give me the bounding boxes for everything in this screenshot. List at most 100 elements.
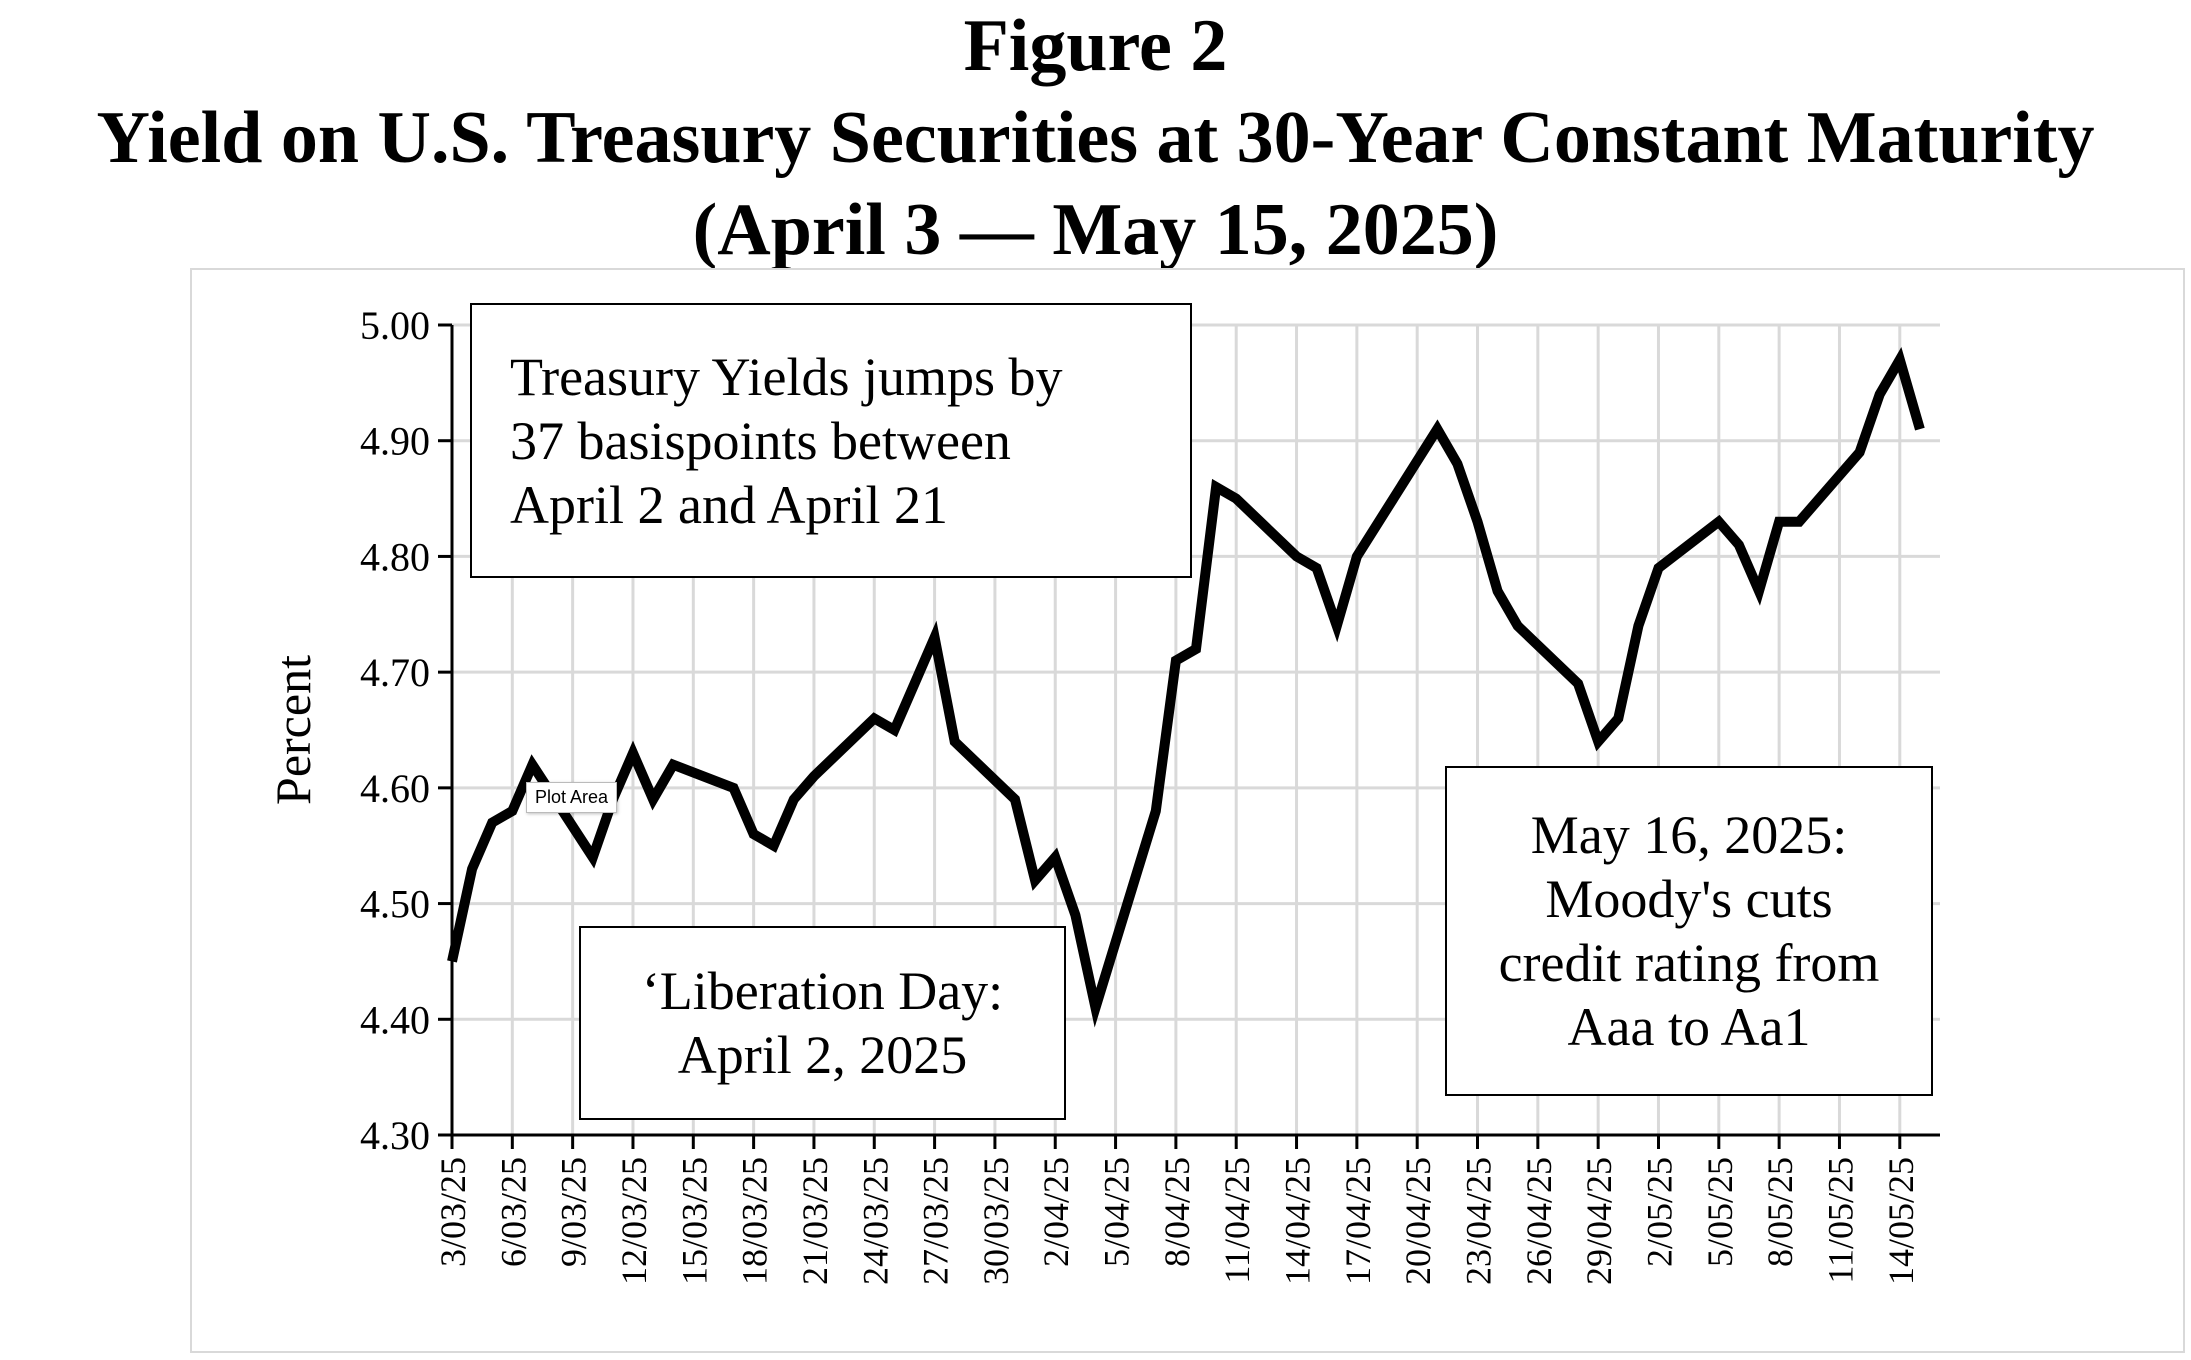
- x-tick-label: 20/04/25: [1398, 1157, 1438, 1285]
- data-point: [1916, 425, 1924, 433]
- data-point: [669, 761, 677, 769]
- data-point: [770, 842, 778, 850]
- x-tick-label: 26/04/25: [1519, 1157, 1559, 1285]
- x-tick-label: 2/05/25: [1639, 1157, 1679, 1267]
- data-point: [951, 738, 959, 746]
- y-tick-label: 4.40: [360, 997, 430, 1042]
- y-tick-label: 4.90: [360, 419, 430, 464]
- data-point: [890, 726, 898, 734]
- annotation-moodys-downgrade-line: credit rating from: [1498, 933, 1880, 993]
- plot-area-tooltip: Plot Area: [526, 782, 618, 813]
- data-point: [1031, 876, 1039, 884]
- x-tick-label: 6/03/25: [493, 1157, 533, 1267]
- annotation-liberation-day-line: April 2, 2025: [677, 1025, 968, 1085]
- data-point: [1775, 518, 1783, 526]
- annotation-moodys-downgrade-line: Moody's cuts: [1545, 869, 1833, 929]
- annotation-liberation-day: ‘Liberation Day: April 2, 2025: [579, 926, 1066, 1120]
- data-point: [1212, 483, 1220, 491]
- x-tick-label: 5/05/25: [1700, 1157, 1740, 1267]
- x-tick-label: 8/04/25: [1157, 1157, 1197, 1267]
- x-tick-label: 8/05/25: [1760, 1157, 1800, 1267]
- data-point: [1192, 645, 1200, 653]
- data-point: [1594, 738, 1602, 746]
- annotation-yield-jump-line: Treasury Yields jumps by: [510, 347, 1063, 407]
- data-point: [1876, 390, 1884, 398]
- x-tick-label: 24/03/25: [855, 1157, 895, 1285]
- annotation-yield-jump-line: 37 basispoints between: [510, 411, 1011, 471]
- title-line-3: (April 3 — May 15, 2025): [692, 189, 1499, 271]
- y-tick-label: 4.80: [360, 534, 430, 579]
- data-point: [1896, 356, 1904, 364]
- chart-frame: [190, 268, 2185, 1353]
- data-point: [1313, 564, 1321, 572]
- data-point: [629, 749, 637, 757]
- data-point: [1654, 564, 1662, 572]
- data-point: [1091, 1004, 1099, 1012]
- y-tick-label: 5.00: [360, 303, 430, 348]
- data-point: [1011, 795, 1019, 803]
- annotation-moodys-downgrade-line: May 16, 2025:: [1530, 805, 1848, 865]
- annotation-yield-jump-line: April 2 and April 21: [510, 475, 948, 535]
- data-point: [1735, 541, 1743, 549]
- x-tick-label: 23/04/25: [1459, 1157, 1499, 1285]
- data-point: [931, 633, 939, 641]
- data-point: [1051, 853, 1059, 861]
- data-point: [1453, 460, 1461, 468]
- data-point: [1614, 714, 1622, 722]
- data-point: [1474, 518, 1482, 526]
- x-tick-label: 14/04/25: [1278, 1157, 1318, 1285]
- data-point: [488, 819, 496, 827]
- data-point: [468, 865, 476, 873]
- data-point: [1333, 622, 1341, 630]
- annotation-moodys-downgrade: May 16, 2025: Moody's cuts credit rating…: [1445, 766, 1933, 1096]
- data-point: [910, 680, 918, 688]
- x-tick-label: 11/04/25: [1217, 1157, 1257, 1284]
- x-tick-label: 29/04/25: [1579, 1157, 1619, 1285]
- data-point: [1433, 425, 1441, 433]
- data-point: [1755, 587, 1763, 595]
- data-point: [1856, 448, 1864, 456]
- data-point: [589, 853, 597, 861]
- data-point: [1071, 911, 1079, 919]
- y-tick-label: 4.50: [360, 882, 430, 927]
- title-line-1: Figure 2: [963, 5, 1228, 87]
- data-point: [1353, 552, 1361, 560]
- title-line-2: Yield on U.S. Treasury Securities at 30-…: [96, 97, 2095, 179]
- data-point: [870, 714, 878, 722]
- annotation-moodys-downgrade-line: Aaa to Aa1: [1567, 997, 1811, 1057]
- x-tick-label: 30/03/25: [976, 1157, 1016, 1285]
- x-tick-label: 11/05/25: [1820, 1157, 1860, 1284]
- x-tick-label: 21/03/25: [795, 1157, 835, 1285]
- x-tick-label: 3/03/25: [433, 1157, 473, 1267]
- y-tick-label: 4.30: [360, 1113, 430, 1158]
- x-tick-label: 14/05/25: [1881, 1157, 1921, 1285]
- data-point: [730, 784, 738, 792]
- x-tick-label: 12/03/25: [614, 1157, 654, 1285]
- annotation-yield-jump: Treasury Yields jumps by 37 basispoints …: [470, 303, 1192, 578]
- data-point: [1494, 587, 1502, 595]
- data-point: [1232, 495, 1240, 503]
- series-line: [447, 347, 1925, 1028]
- x-tick-label: 15/03/25: [674, 1157, 714, 1285]
- y-tick-label: 4.60: [360, 766, 430, 811]
- data-point: [1795, 518, 1803, 526]
- annotation-liberation-day-line: ‘Liberation Day:: [641, 961, 1004, 1021]
- data-point: [1514, 622, 1522, 630]
- data-point: [1715, 518, 1723, 526]
- data-point: [750, 830, 758, 838]
- x-tick-label: 18/03/25: [735, 1157, 775, 1285]
- data-point: [1293, 552, 1301, 560]
- data-point: [448, 957, 456, 965]
- data-point: [1634, 622, 1642, 630]
- data-point: [1172, 657, 1180, 665]
- x-tick-label: 17/04/25: [1338, 1157, 1378, 1285]
- data-point: [1574, 680, 1582, 688]
- x-tick-label: 5/04/25: [1097, 1157, 1137, 1267]
- data-point: [1152, 807, 1160, 815]
- x-tick-label: 9/03/25: [554, 1157, 594, 1267]
- chart-title: Figure 2 Yield on U.S. Treasury Securiti…: [0, 0, 2191, 276]
- y-axis-title: Percent: [265, 655, 321, 805]
- data-point: [508, 807, 516, 815]
- x-tick-label: 2/04/25: [1036, 1157, 1076, 1267]
